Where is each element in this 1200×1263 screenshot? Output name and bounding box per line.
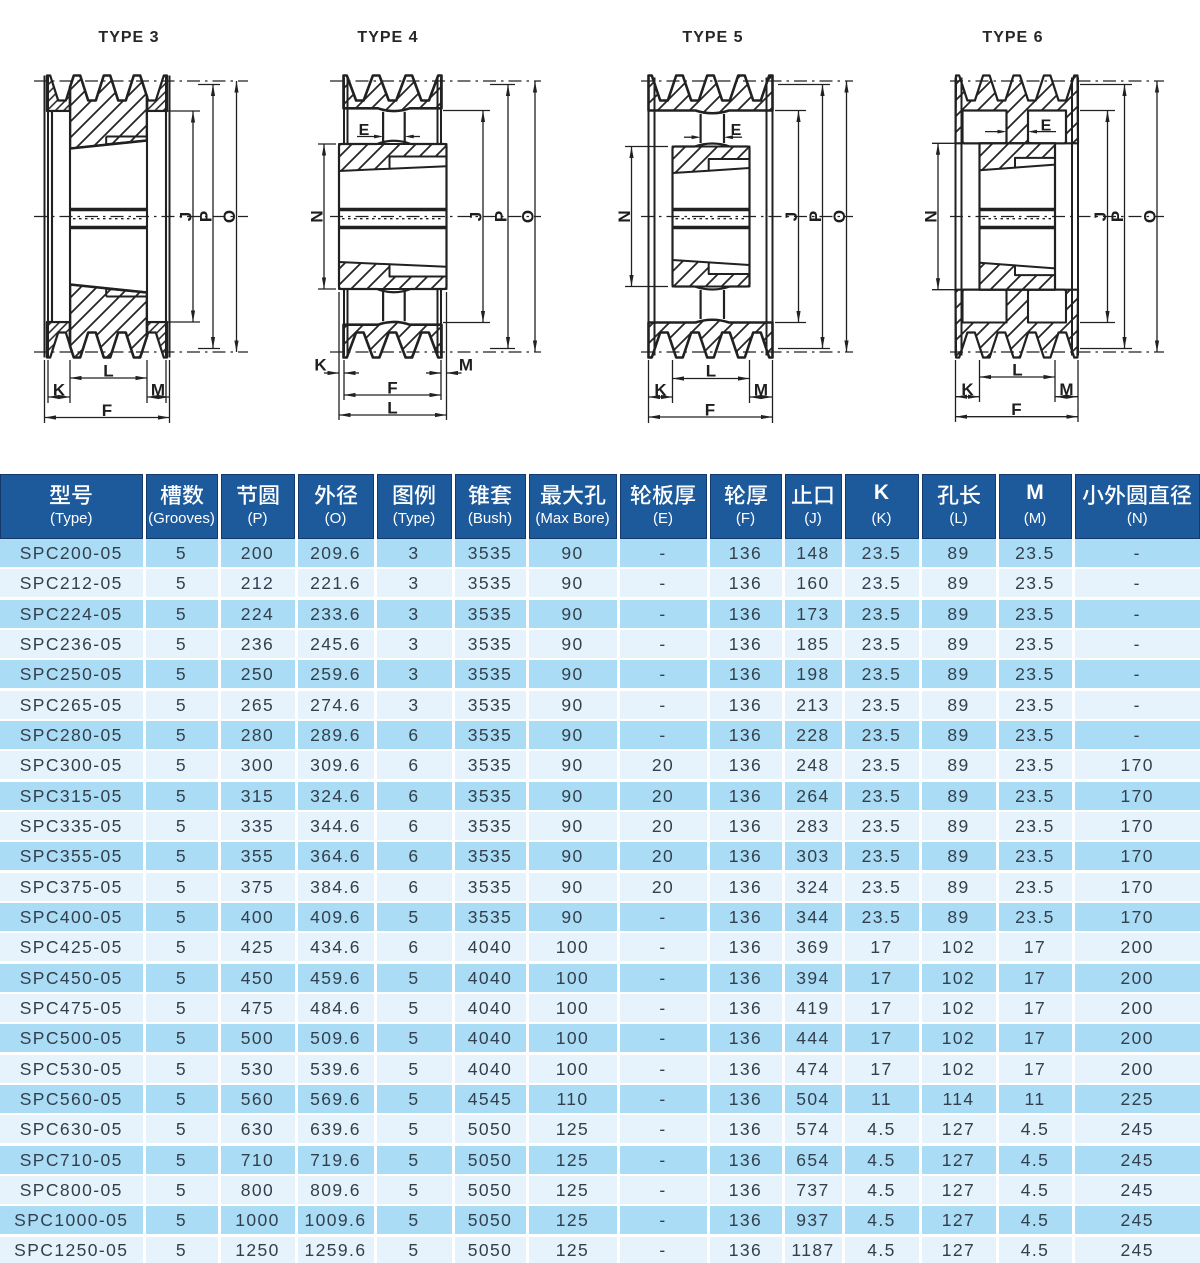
svg-text:L: L <box>387 399 397 418</box>
svg-text:E: E <box>1041 118 1052 135</box>
svg-text:K: K <box>654 381 667 400</box>
svg-text:L: L <box>706 362 716 381</box>
svg-text:K: K <box>314 356 327 375</box>
svg-text:J: J <box>177 212 196 221</box>
svg-text:K: K <box>53 381 66 400</box>
svg-text:E: E <box>731 122 742 139</box>
svg-text:TYPE 3: TYPE 3 <box>98 29 159 46</box>
svg-text:TYPE 5: TYPE 5 <box>682 29 743 46</box>
svg-text:N: N <box>922 210 941 222</box>
svg-text:TYPE 6: TYPE 6 <box>982 29 1043 46</box>
svg-text:J: J <box>1091 212 1110 221</box>
svg-text:O: O <box>830 210 849 223</box>
svg-text:O: O <box>1141 210 1160 223</box>
svg-text:F: F <box>102 401 112 420</box>
svg-text:L: L <box>103 362 113 381</box>
svg-text:P: P <box>806 211 825 222</box>
svg-text:F: F <box>387 379 397 398</box>
svg-text:M: M <box>754 381 768 400</box>
svg-text:P: P <box>197 211 216 222</box>
svg-text:N: N <box>308 210 327 222</box>
svg-text:P: P <box>1108 211 1127 222</box>
svg-text:M: M <box>1059 380 1073 399</box>
svg-text:N: N <box>615 210 634 222</box>
svg-text:P: P <box>492 211 511 222</box>
svg-text:M: M <box>459 356 473 375</box>
svg-text:F: F <box>1011 400 1021 419</box>
svg-text:O: O <box>220 210 239 223</box>
svg-text:F: F <box>705 401 715 420</box>
svg-text:E: E <box>359 122 370 139</box>
svg-text:M: M <box>151 381 165 400</box>
svg-text:TYPE 4: TYPE 4 <box>357 29 418 46</box>
svg-text:K: K <box>961 380 974 399</box>
svg-text:L: L <box>1012 361 1022 380</box>
svg-text:J: J <box>782 212 801 221</box>
svg-text:O: O <box>519 210 538 223</box>
svg-text:J: J <box>467 212 486 221</box>
